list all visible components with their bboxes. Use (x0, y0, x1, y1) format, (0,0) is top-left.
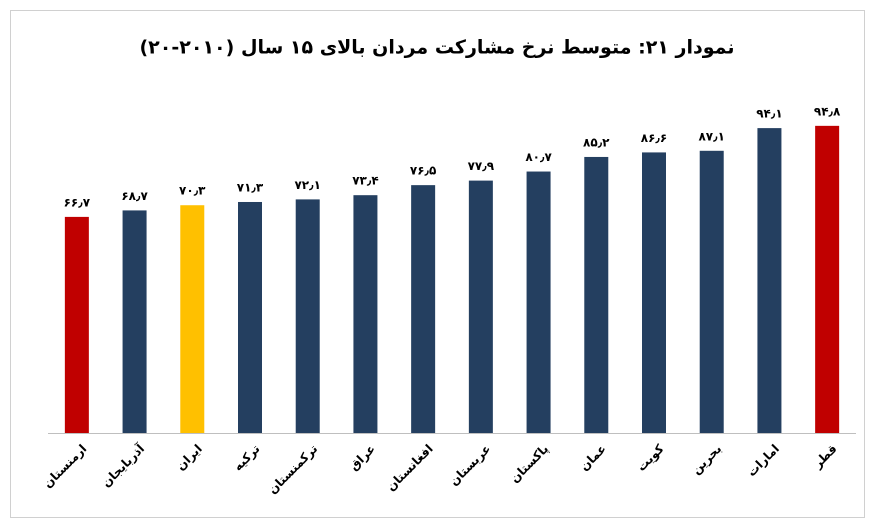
bar (411, 185, 436, 433)
bar (238, 201, 262, 433)
bar (468, 180, 493, 433)
value-label: ۹۴٫۱ (756, 107, 782, 121)
value-label: ۶۶٫۷ (64, 195, 91, 209)
bar (584, 156, 609, 433)
bar (353, 195, 378, 433)
value-label: ۷۲٫۱ (294, 178, 320, 192)
value-label: ۸۶٫۶ (641, 131, 667, 145)
bar (642, 152, 666, 433)
value-label: ۸۵٫۲ (583, 135, 610, 149)
bar (526, 171, 551, 434)
bar (180, 205, 205, 433)
value-label: ۹۴٫۸ (814, 104, 841, 118)
value-label: ۷۷٫۹ (468, 159, 495, 173)
value-label: ۸۰٫۷ (525, 150, 552, 164)
value-label: ۷۱٫۳ (237, 180, 264, 194)
value-label: ۶۸٫۷ (121, 189, 148, 203)
bar (295, 199, 320, 433)
value-label: ۷۶٫۵ (410, 164, 436, 178)
bar (122, 210, 147, 433)
value-label: ۷۳٫۴ (352, 174, 378, 188)
value-label: ۸۷٫۱ (698, 129, 724, 143)
value-label: ۷۰٫۳ (179, 184, 206, 198)
bar (64, 216, 89, 433)
chart-title: نمودار ۲۱: متوسط نرخ مشارکت مردان بالای … (139, 37, 734, 59)
bar (699, 150, 724, 433)
bar (757, 128, 782, 433)
bar (815, 125, 840, 434)
